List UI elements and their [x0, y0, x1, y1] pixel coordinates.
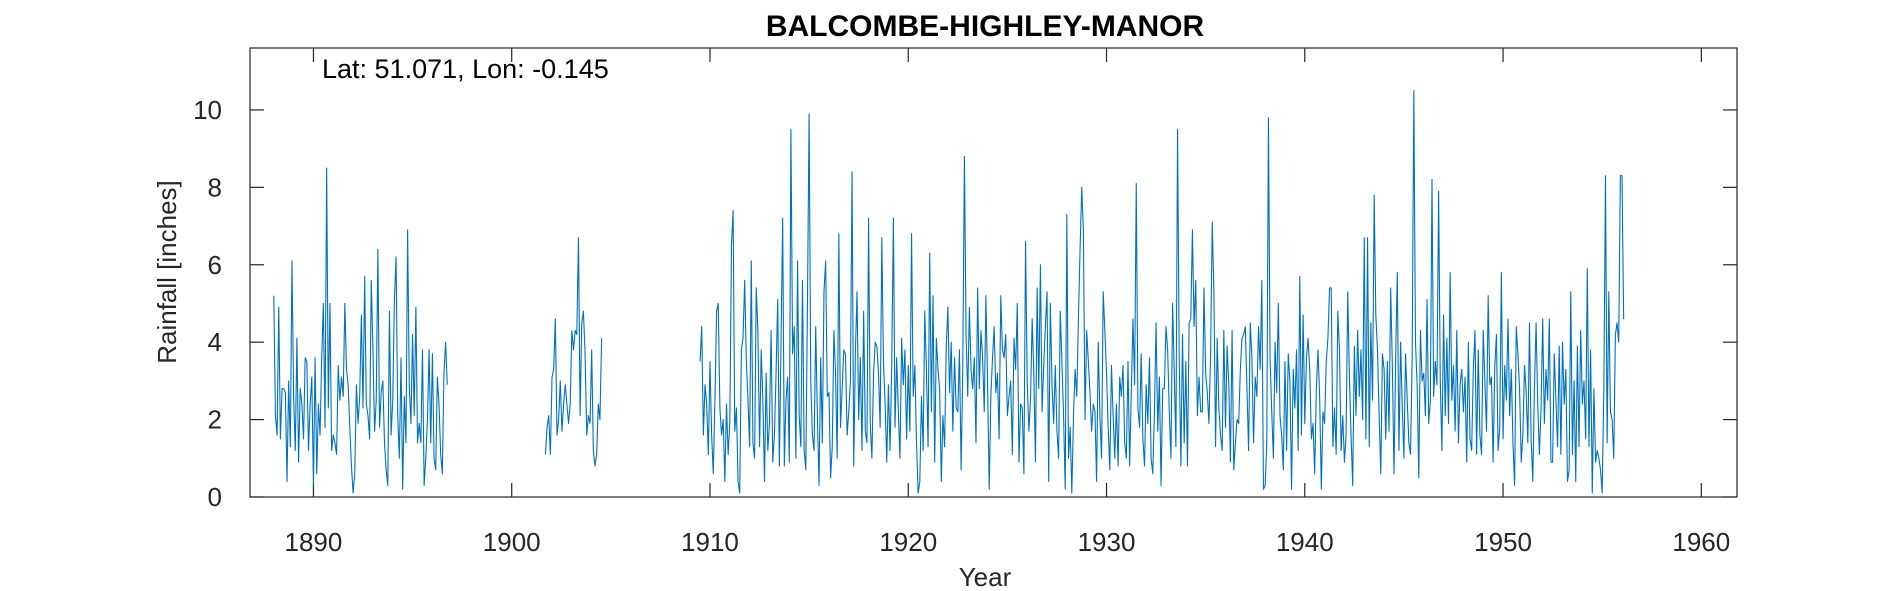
y-tick-label: 2: [208, 405, 222, 435]
series-line-segment: [544, 237, 603, 467]
x-axis-label: Year: [959, 562, 1012, 591]
y-tick-label: 6: [208, 250, 222, 280]
x-tick-label: 1950: [1474, 527, 1532, 557]
y-tick-label: 10: [193, 95, 222, 125]
series-line-segment: [699, 90, 1625, 494]
chart-title: BALCOMBE-HIGHLEY-MANOR: [766, 10, 1205, 43]
y-tick-label: 8: [208, 172, 222, 202]
y-tick-label: 0: [208, 482, 222, 512]
series-line-segment: [273, 167, 448, 494]
x-tick-label: 1960: [1672, 527, 1730, 557]
plot-area-frame: [249, 47, 1738, 498]
x-tick-label: 1900: [483, 527, 541, 557]
x-tick-label: 1890: [285, 527, 343, 557]
rainfall-series: [273, 90, 1625, 494]
location-annotation: Lat: 51.071, Lon: -0.145: [322, 54, 609, 84]
x-tick-label: 1930: [1078, 527, 1136, 557]
axis-ticks: [250, 48, 1737, 498]
x-tick-label: 1920: [879, 527, 937, 557]
y-tick-label: 4: [208, 327, 222, 357]
x-tick-label: 1910: [681, 527, 739, 557]
x-tick-labels: 1890 1900 1910 1920 1930 1940 1950 1960: [285, 527, 1731, 557]
y-tick-labels: 0 2 4 6 8 10: [193, 95, 222, 512]
y-axis-label: Rainfall [inches]: [152, 180, 182, 364]
x-tick-label: 1940: [1276, 527, 1334, 557]
